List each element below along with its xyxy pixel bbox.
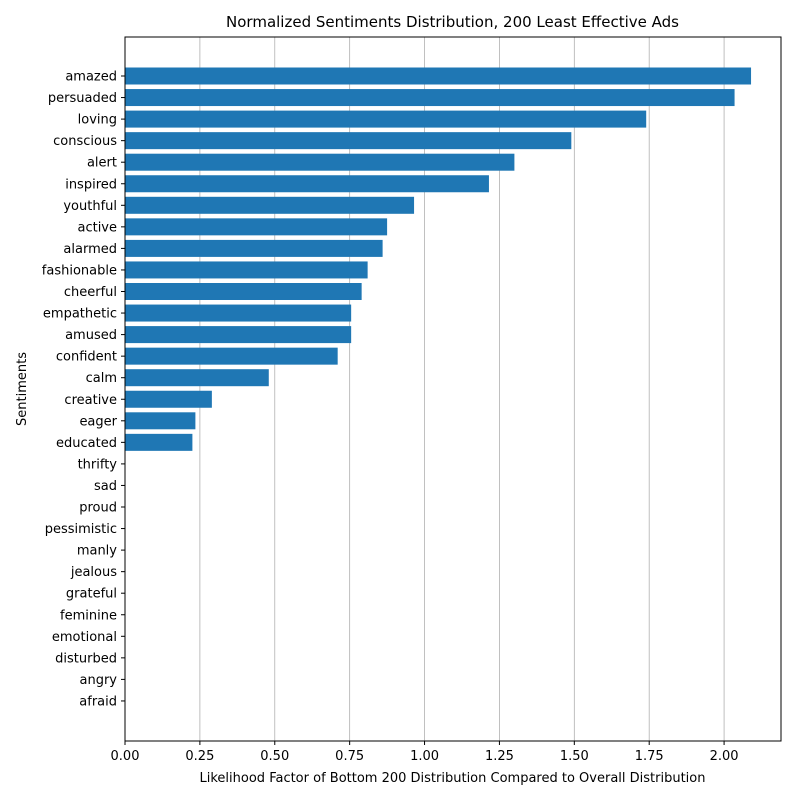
category-label: eager [79,414,117,429]
bar-youthful [125,197,414,214]
category-label: sad [94,479,117,494]
bar-empathetic [125,305,351,322]
bar-active [125,218,387,235]
bar-fashionable [125,261,368,278]
bar-eager [125,412,195,429]
category-label: amused [65,328,117,343]
category-label: thrifty [78,457,118,472]
category-label: alert [87,156,117,171]
category-label: fashionable [42,263,117,278]
category-label: confident [56,350,117,365]
bar-inspired [125,175,489,192]
category-label: pessimistic [45,522,117,537]
category-label: emotional [52,630,117,645]
category-label: calm [86,371,117,386]
bar-confident [125,348,338,365]
x-tick-label: 1.25 [485,749,514,764]
bar-conscious [125,132,571,149]
category-label: inspired [65,177,117,192]
category-label: loving [78,113,117,128]
bar-alert [125,154,514,171]
category-label: manly [77,544,117,559]
bar-loving [125,111,646,128]
x-tick-label: 0.75 [335,749,364,764]
category-label: angry [80,673,118,688]
bar-amused [125,326,351,343]
category-label: youthful [63,199,117,214]
category-label: proud [79,501,117,516]
category-label: active [77,220,117,235]
y-axis-label: Sentiments [15,352,30,426]
category-label: alarmed [63,242,117,257]
x-tick-label: 1.00 [410,749,439,764]
category-label: feminine [60,608,117,623]
bar-persuaded [125,89,735,106]
bar-cheerful [125,283,362,300]
bar-alarmed [125,240,383,257]
category-label: grateful [66,587,117,602]
category-label: conscious [53,134,117,149]
category-label: empathetic [43,307,117,322]
x-tick-label: 0.00 [111,749,140,764]
x-tick-label: 1.50 [560,749,589,764]
category-label: persuaded [48,91,117,106]
category-label: afraid [79,694,117,709]
x-tick-label: 2.00 [710,749,739,764]
category-label: creative [64,393,117,408]
category-label: educated [56,436,117,451]
bar-creative [125,391,212,408]
bar-calm [125,369,269,386]
category-label: amazed [65,70,117,85]
bar-amazed [125,68,751,85]
x-tick-label: 0.50 [260,749,289,764]
category-label: cheerful [64,285,117,300]
x-axis-label: Likelihood Factor of Bottom 200 Distribu… [200,771,706,786]
chart-title: Normalized Sentiments Distribution, 200 … [226,13,679,31]
x-tick-label: 1.75 [635,749,664,764]
category-label: disturbed [55,651,117,666]
bar-educated [125,434,192,451]
x-tick-label: 0.25 [185,749,214,764]
bar-layer [125,68,751,451]
category-label: jealous [70,565,117,580]
